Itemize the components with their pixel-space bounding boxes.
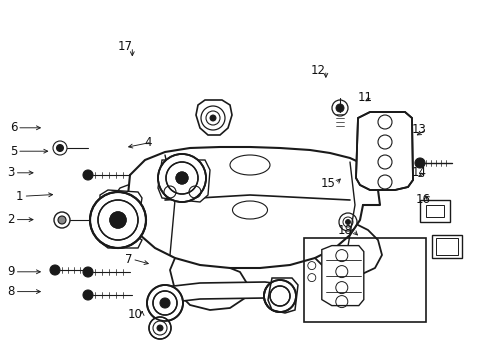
Bar	[304, 238, 426, 322]
Polygon shape	[100, 190, 142, 215]
Text: 3: 3	[7, 166, 15, 179]
Circle shape	[176, 172, 188, 184]
Circle shape	[158, 154, 206, 202]
Circle shape	[345, 220, 350, 225]
Circle shape	[83, 267, 93, 277]
Circle shape	[58, 216, 66, 224]
Circle shape	[336, 104, 344, 112]
Text: 1: 1	[16, 190, 24, 203]
Circle shape	[110, 212, 126, 228]
Circle shape	[56, 144, 64, 152]
Text: 7: 7	[125, 253, 132, 266]
Polygon shape	[322, 246, 364, 306]
Circle shape	[147, 285, 183, 321]
Text: 10: 10	[127, 309, 142, 321]
Circle shape	[153, 291, 177, 315]
Text: 15: 15	[321, 177, 336, 190]
Polygon shape	[432, 235, 462, 258]
Circle shape	[149, 317, 171, 339]
Circle shape	[157, 325, 163, 331]
Text: 11: 11	[357, 91, 372, 104]
Polygon shape	[165, 282, 280, 303]
Text: 13: 13	[412, 123, 426, 136]
Text: 12: 12	[311, 64, 326, 77]
Text: 18: 18	[338, 224, 353, 237]
Circle shape	[83, 170, 93, 180]
Text: 6: 6	[10, 121, 17, 134]
Text: 2: 2	[7, 213, 15, 226]
Circle shape	[264, 280, 296, 312]
Circle shape	[210, 115, 216, 121]
Circle shape	[270, 286, 290, 306]
Circle shape	[50, 265, 60, 275]
Polygon shape	[158, 160, 210, 202]
Circle shape	[276, 292, 284, 300]
Circle shape	[90, 192, 146, 248]
Text: 5: 5	[10, 145, 17, 158]
Circle shape	[98, 200, 138, 240]
Text: 8: 8	[7, 285, 15, 298]
Text: 9: 9	[7, 265, 15, 278]
Text: 4: 4	[145, 136, 152, 149]
Polygon shape	[268, 278, 298, 313]
Text: 16: 16	[415, 193, 430, 206]
Polygon shape	[100, 230, 142, 248]
Circle shape	[83, 290, 93, 300]
Text: 17: 17	[117, 40, 132, 53]
Circle shape	[110, 212, 126, 228]
Circle shape	[160, 298, 170, 308]
Circle shape	[166, 162, 198, 194]
Polygon shape	[356, 112, 413, 190]
Circle shape	[176, 172, 188, 184]
Polygon shape	[420, 200, 450, 222]
Text: 14: 14	[411, 166, 426, 179]
Circle shape	[415, 158, 425, 168]
Circle shape	[201, 106, 225, 130]
Polygon shape	[196, 100, 232, 135]
Circle shape	[206, 111, 220, 125]
